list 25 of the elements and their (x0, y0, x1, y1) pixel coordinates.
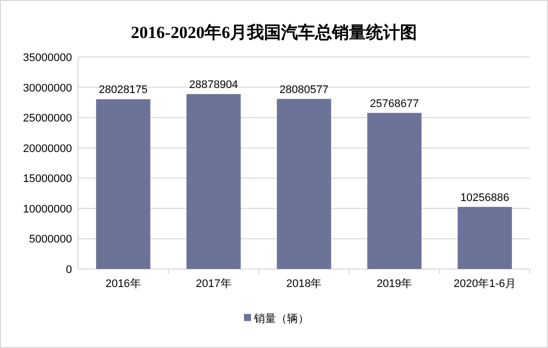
x-tick-label: 2016年 (105, 278, 141, 290)
x-tick-label: 2019年 (376, 278, 412, 290)
y-tick-label: 35000000 (23, 52, 72, 64)
data-label: 25768677 (370, 98, 419, 110)
y-tick-label: 0 (66, 264, 72, 276)
bar (96, 99, 150, 269)
y-tick-label: 20000000 (23, 142, 72, 155)
y-tick-label: 15000000 (23, 173, 72, 186)
y-tick-label: 5000000 (29, 234, 72, 246)
bar (186, 94, 241, 269)
y-tick-label: 10000000 (23, 203, 72, 216)
data-label: 10256886 (460, 192, 510, 204)
y-tick-label: 30000000 (23, 82, 72, 94)
x-tick-label: 2018年 (286, 278, 322, 290)
chart-title: 2016-2020年6月我国汽车总销量统计图 (130, 23, 418, 42)
legend-label: 销量（辆） (253, 313, 309, 325)
data-label: 28878904 (189, 79, 238, 92)
data-label: 28028175 (98, 84, 148, 96)
x-tick-label: 2020年1-6月 (454, 278, 516, 290)
x-tick-label: 2017年 (196, 278, 232, 290)
bar (458, 206, 512, 269)
bar (367, 112, 422, 269)
data-label: 28080577 (280, 84, 328, 96)
bar (276, 98, 332, 269)
y-tick-label: 25000000 (23, 112, 72, 125)
